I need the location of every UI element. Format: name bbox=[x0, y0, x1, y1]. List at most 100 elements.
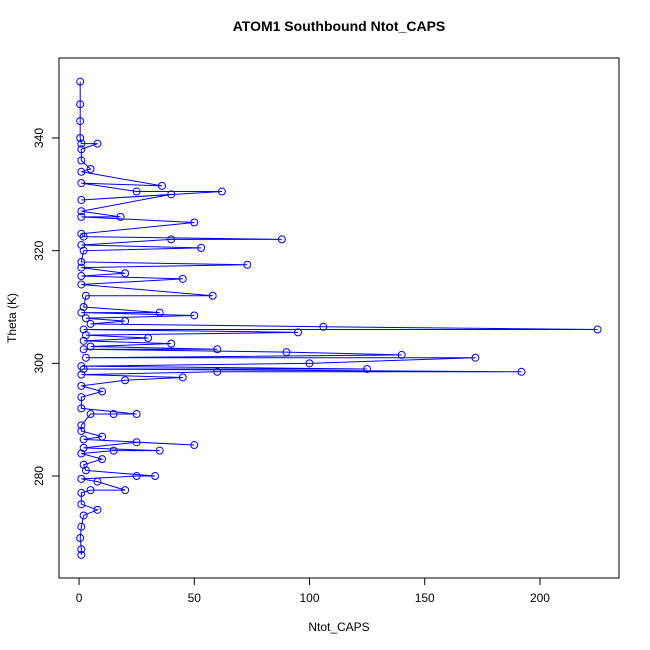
data-point bbox=[98, 432, 107, 441]
data-point bbox=[76, 534, 85, 542]
data-point bbox=[77, 195, 86, 204]
data-point bbox=[77, 212, 86, 221]
data-point bbox=[93, 139, 102, 148]
data-point bbox=[132, 187, 141, 196]
data-point bbox=[79, 246, 88, 255]
data-point bbox=[86, 164, 95, 173]
data-point bbox=[116, 212, 125, 221]
data-point bbox=[77, 139, 86, 148]
x-tick-label: 0 bbox=[76, 591, 83, 605]
data-point bbox=[77, 370, 86, 379]
data-point bbox=[79, 336, 88, 345]
data-point bbox=[86, 486, 95, 495]
data-point bbox=[76, 117, 85, 126]
series-line bbox=[79, 81, 598, 555]
data-point bbox=[77, 229, 86, 238]
data-point bbox=[471, 353, 480, 362]
data-point bbox=[79, 232, 88, 241]
data-point bbox=[79, 511, 88, 520]
data-point bbox=[77, 393, 86, 402]
data-point bbox=[77, 207, 86, 216]
data-point bbox=[77, 500, 86, 509]
data-point bbox=[77, 167, 86, 176]
data-point bbox=[79, 443, 88, 452]
data-point bbox=[81, 353, 90, 362]
x-tick-label: 150 bbox=[415, 591, 435, 605]
data-point bbox=[77, 522, 86, 531]
data-point bbox=[213, 345, 222, 354]
data-point bbox=[77, 421, 86, 430]
data-point bbox=[121, 269, 130, 278]
data-point bbox=[77, 280, 86, 289]
data-point bbox=[76, 77, 85, 86]
plot-box bbox=[58, 57, 620, 579]
data-point bbox=[77, 179, 86, 188]
data-point bbox=[77, 272, 86, 281]
y-tick-label: 280 bbox=[32, 466, 46, 486]
x-tick-label: 50 bbox=[188, 591, 202, 605]
data-point bbox=[81, 314, 90, 323]
data-point bbox=[397, 350, 406, 359]
data-point bbox=[77, 488, 86, 497]
data-point bbox=[79, 435, 88, 444]
data-point bbox=[167, 339, 176, 348]
data-point bbox=[178, 373, 187, 382]
data-point bbox=[86, 410, 95, 419]
data-point bbox=[93, 505, 102, 514]
data-point bbox=[98, 387, 107, 396]
data-point bbox=[151, 472, 160, 481]
data-point bbox=[158, 181, 167, 190]
data-point bbox=[77, 426, 86, 435]
data-point bbox=[190, 311, 199, 320]
x-tick-label: 100 bbox=[299, 591, 319, 605]
data-point bbox=[213, 367, 222, 376]
data-point bbox=[81, 291, 90, 300]
data-point bbox=[77, 449, 86, 458]
data-point bbox=[363, 364, 372, 373]
data-point bbox=[197, 243, 206, 252]
data-point bbox=[121, 376, 130, 385]
data-point bbox=[109, 446, 118, 455]
y-tick-label: 320 bbox=[32, 240, 46, 260]
data-point bbox=[109, 410, 118, 419]
data-point bbox=[77, 263, 86, 272]
data-point bbox=[517, 367, 526, 376]
data-point bbox=[98, 455, 107, 464]
data-point bbox=[86, 319, 95, 328]
data-point bbox=[77, 550, 86, 559]
data-point bbox=[132, 472, 141, 481]
data-point bbox=[81, 466, 90, 475]
data-point bbox=[155, 308, 164, 317]
y-tick-label: 300 bbox=[32, 353, 46, 373]
data-point bbox=[79, 345, 88, 354]
x-tick-label: 200 bbox=[530, 591, 550, 605]
data-point bbox=[319, 322, 328, 331]
data-point bbox=[77, 474, 86, 483]
data-point bbox=[79, 325, 88, 334]
data-point bbox=[293, 328, 302, 337]
data-point bbox=[593, 325, 602, 334]
data-point bbox=[121, 317, 130, 326]
data-point bbox=[77, 308, 86, 317]
y-axis-label: Theta (K) bbox=[5, 293, 19, 343]
data-point bbox=[76, 134, 85, 142]
data-point bbox=[305, 359, 314, 368]
data-point bbox=[77, 241, 86, 250]
data-point bbox=[76, 100, 85, 109]
data-point bbox=[77, 545, 86, 554]
data-point bbox=[93, 477, 102, 486]
data-point bbox=[79, 303, 88, 312]
data-point bbox=[243, 260, 252, 269]
data-point bbox=[77, 145, 86, 154]
data-point bbox=[282, 348, 291, 357]
data-point bbox=[77, 156, 86, 165]
data-point bbox=[167, 190, 176, 199]
data-point bbox=[77, 381, 86, 390]
data-point bbox=[217, 187, 226, 196]
data-point bbox=[86, 342, 95, 351]
data-point bbox=[77, 404, 86, 413]
data-point bbox=[79, 364, 88, 373]
data-point bbox=[77, 362, 86, 371]
